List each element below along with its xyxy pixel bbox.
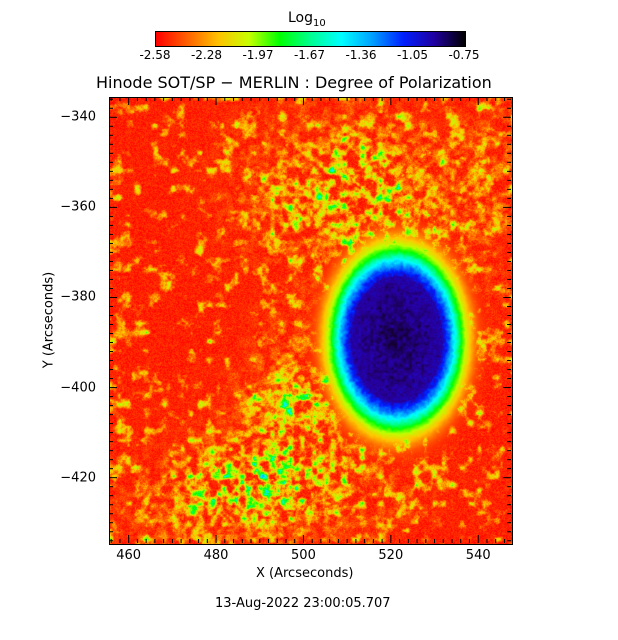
y-tick-label: −400 bbox=[60, 380, 96, 396]
colorbar-tick-label: -2.58 bbox=[139, 48, 171, 62]
colorbar-tick-label: -2.28 bbox=[190, 48, 223, 62]
colorbar-label: Log10 bbox=[288, 10, 326, 29]
x-tick-label: 480 bbox=[203, 548, 229, 563]
y-tick-label: −380 bbox=[60, 289, 96, 305]
x-axis-label: X (Arcseconds) bbox=[256, 566, 354, 581]
colorbar bbox=[155, 31, 466, 47]
y-tick-label: −340 bbox=[60, 109, 96, 125]
y-tick-label: −360 bbox=[60, 199, 96, 215]
y-tick-label: −420 bbox=[60, 470, 96, 486]
colorbar-tick-label: -1.05 bbox=[396, 48, 429, 62]
colorbar-tick-label: -0.75 bbox=[448, 48, 480, 62]
x-tick-label: 460 bbox=[116, 548, 142, 563]
x-tick-label: 500 bbox=[291, 548, 316, 563]
colorbar-tick-label: -1.67 bbox=[293, 48, 326, 62]
timestamp: 13-Aug-2022 23:00:05.707 bbox=[215, 596, 391, 611]
polarization-map bbox=[109, 97, 513, 545]
y-axis-label: Y (Arcseconds) bbox=[41, 271, 57, 369]
plot-title: Hinode SOT/SP − MERLIN : Degree of Polar… bbox=[96, 73, 492, 92]
x-tick-label: 520 bbox=[378, 548, 404, 563]
colorbar-tick-label: -1.97 bbox=[242, 48, 274, 62]
colorbar-tick-label: -1.36 bbox=[345, 48, 377, 62]
x-tick-label: 540 bbox=[465, 548, 491, 563]
